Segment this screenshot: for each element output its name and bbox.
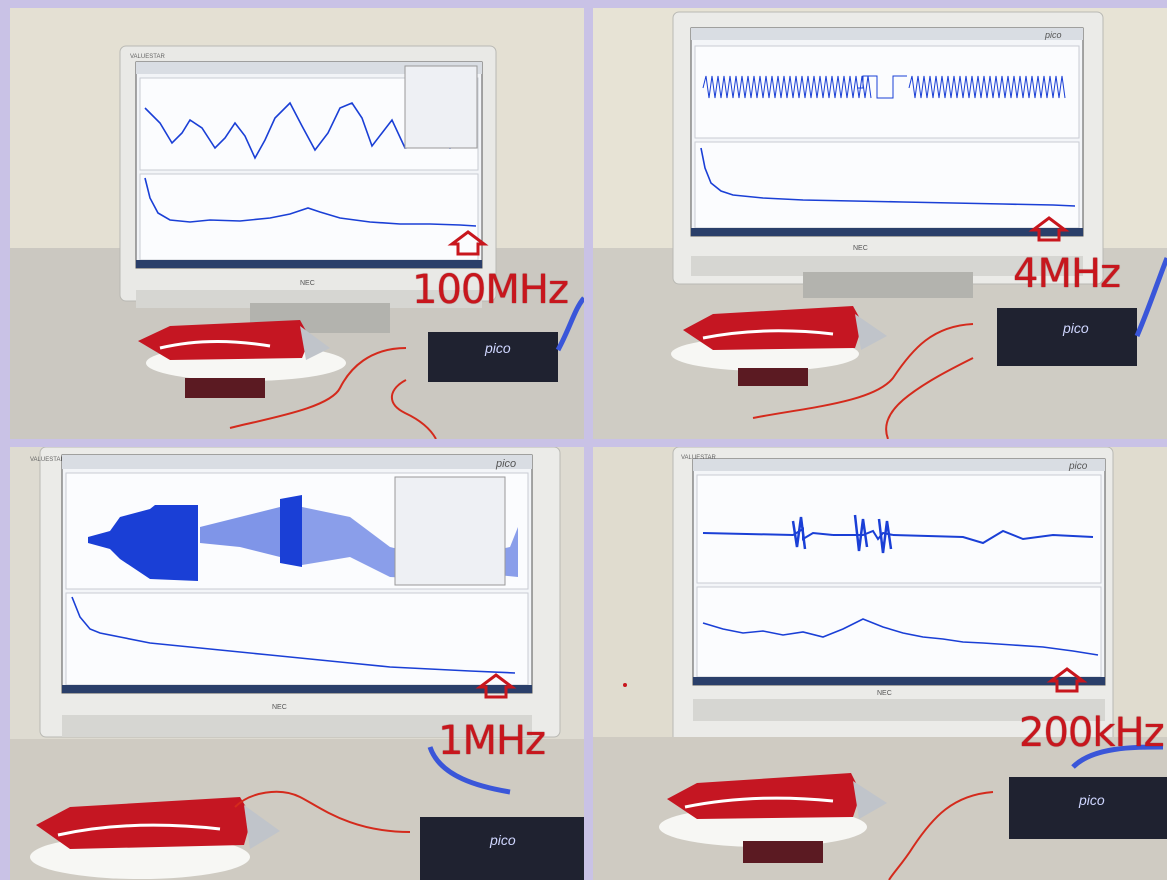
coca-cola-bottle [36,797,252,849]
picoscope-brand-label: pico [489,832,516,848]
monitor-brand-label: NEC [300,280,315,287]
coca-cola-bottle [138,320,310,360]
monitor-brand-label: NEC [877,690,892,697]
coca-cola-bottle [667,773,861,819]
picoscope-device [428,332,558,382]
spectrum-trace [702,618,1099,656]
up-arrow-icon [1028,216,1070,242]
frequency-label: 1MHz [438,718,546,764]
photo-scene: pico NEC pico [593,8,1167,439]
spectrum-trace [144,177,477,227]
photo-scene: VALUESTAR pico NEC pico [10,447,584,880]
spectrum-trace [71,596,516,674]
picoscope-brand-label: pico [1062,320,1089,336]
frequency-label: 4MHz [1013,251,1121,297]
settings-dialog [404,65,478,149]
taskbar [62,685,532,693]
monitor-brand-label: NEC [853,245,868,252]
taskbar [693,677,1105,685]
frequency-label: 200kHz [1019,710,1165,756]
photo-scene: VALUESTAR NEC pico [10,8,584,439]
spectrum-trace [700,147,1076,207]
up-arrow-icon [447,230,489,256]
time-domain-trace [702,75,1066,99]
monitor-brand-label: NEC [272,704,287,711]
picoscope-device [997,308,1137,366]
settings-dialog [394,476,506,586]
photo-panel-4mhz: pico NEC pico 4MHz [593,8,1167,439]
up-arrow-icon [475,673,517,699]
picoscope-device [420,817,584,880]
picoscope-brand-label: pico [1078,792,1105,808]
coca-cola-bottle [683,306,863,350]
monitor-model-label: VALUESTAR [30,457,65,463]
photo-panel-200khz: VALUESTAR pico NEC pico 200kHz [593,447,1167,880]
pico-logo: pico [1044,30,1062,40]
time-domain-trace [702,514,1094,554]
monitor-model-label: VALUESTAR [130,54,165,60]
picoscope-brand-label: pico [484,340,511,356]
up-arrow-icon [1046,667,1088,693]
pico-logo: pico [495,458,516,470]
picoscope-device [1009,777,1167,839]
photo-scene: VALUESTAR pico NEC pico [593,447,1167,880]
pico-logo: pico [1068,461,1088,472]
taskbar [136,260,482,268]
taskbar [691,228,1083,236]
frequency-label: 100MHz [412,267,569,313]
photo-panel-1mhz: VALUESTAR pico NEC pico 1MHz [10,447,584,880]
photo-panel-100mhz: VALUESTAR NEC pico 100MHz [10,8,584,439]
monitor-model-label: VALUESTAR [681,455,716,461]
